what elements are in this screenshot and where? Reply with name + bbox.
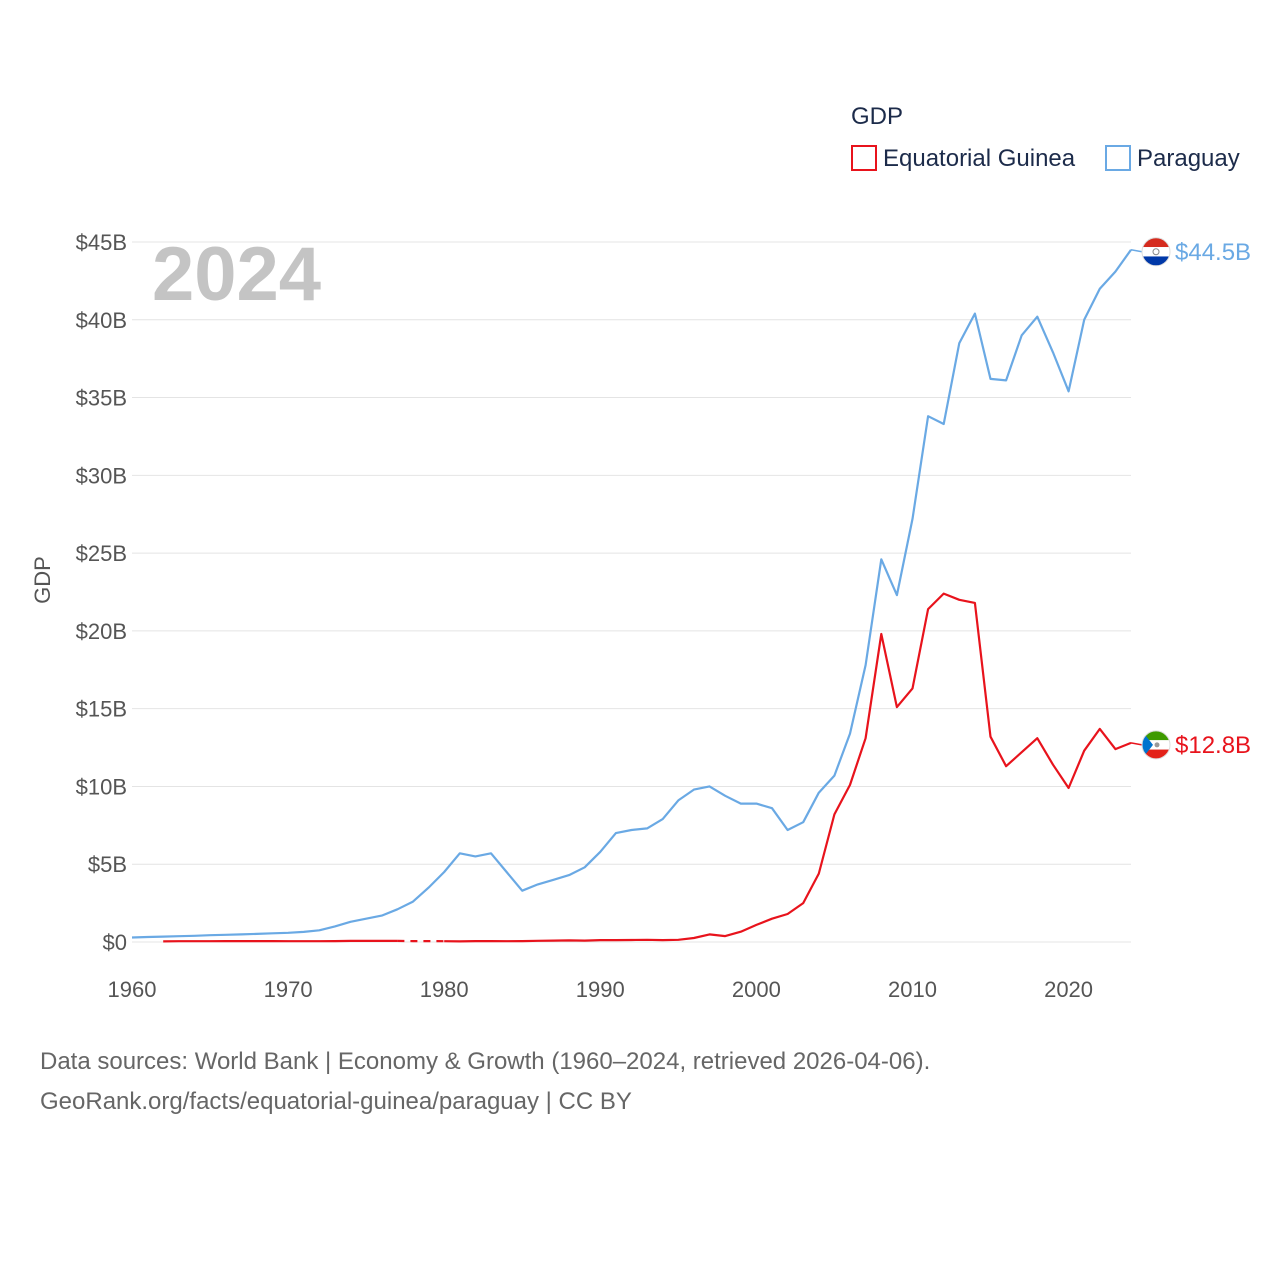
source-url-text: GeoRank.org/facts/equatorial-guinea/para…	[40, 1088, 632, 1115]
series-line-paraguay	[131, 249, 1132, 939]
x-tick-label: 1980	[420, 977, 469, 1002]
footer: Data sources: World Bank | Economy & Gro…	[40, 1042, 930, 1122]
legend-label-paraguay: Paraguay	[1137, 145, 1240, 172]
y-tick-label: $45B	[76, 230, 127, 255]
end-label-value: $44.5B	[1175, 239, 1251, 266]
flag-icon-equatorial-guinea	[1141, 730, 1171, 760]
legend-item-paraguay[interactable]: Paraguay	[1105, 145, 1240, 172]
y-tick-label: $5B	[88, 852, 127, 877]
end-label-equatorial-guinea: $12.8B	[1130, 730, 1251, 760]
series-paraguay	[131, 249, 1132, 939]
series-line-equatorial-guinea	[163, 939, 398, 943]
x-axis-ticks: 1960 1970 1980 1990 2000 2010 2020	[108, 977, 1094, 1002]
data-sources-text: Data sources: World Bank | Economy & Gro…	[40, 1048, 931, 1075]
gridlines	[132, 241, 1131, 943]
x-tick-label: 1960	[108, 977, 157, 1002]
series-line-equatorial-guinea	[444, 592, 1132, 943]
legend-title: GDP	[851, 103, 903, 130]
legend-swatch-equatorial-guinea	[851, 145, 877, 171]
flag-icon-paraguay	[1141, 237, 1171, 267]
series-lines	[131, 249, 1132, 943]
legend-item-equatorial-guinea[interactable]: Equatorial Guinea	[851, 145, 1076, 172]
year-watermark: 2024	[152, 232, 321, 317]
y-axis-ticks: $0 $5B $10B $15B $20B $25B $30B $35B $40B $45B	[76, 230, 127, 955]
y-tick-label: $10B	[76, 774, 127, 799]
y-tick-label: $15B	[76, 697, 127, 722]
y-tick-label: $0	[103, 930, 127, 955]
y-tick-label: $30B	[76, 463, 127, 488]
y-tick-label: $25B	[76, 541, 127, 566]
end-label-value: $12.8B	[1175, 732, 1251, 759]
x-tick-label: 2000	[732, 977, 781, 1002]
legend: GDP Equatorial Guinea Paraguay	[851, 103, 1240, 172]
end-label-connector	[1130, 742, 1143, 746]
legend-label-equatorial-guinea: Equatorial Guinea	[883, 145, 1076, 172]
end-label-paraguay: $44.5B	[1130, 237, 1251, 267]
series-equatorial-guinea	[163, 592, 1132, 943]
x-tick-label: 1990	[576, 977, 625, 1002]
x-tick-label: 1970	[264, 977, 313, 1002]
end-label-connector	[1130, 249, 1143, 253]
y-tick-label: $20B	[76, 619, 127, 644]
legend-swatch-paraguay	[1105, 145, 1131, 171]
y-tick-label: $40B	[76, 308, 127, 333]
x-tick-label: 2010	[888, 977, 937, 1002]
y-tick-label: $35B	[76, 386, 127, 411]
x-tick-label: 2020	[1044, 977, 1093, 1002]
y-axis-label: GDP	[30, 556, 55, 604]
end-labels: $12.8B $44.5B	[1130, 237, 1251, 760]
